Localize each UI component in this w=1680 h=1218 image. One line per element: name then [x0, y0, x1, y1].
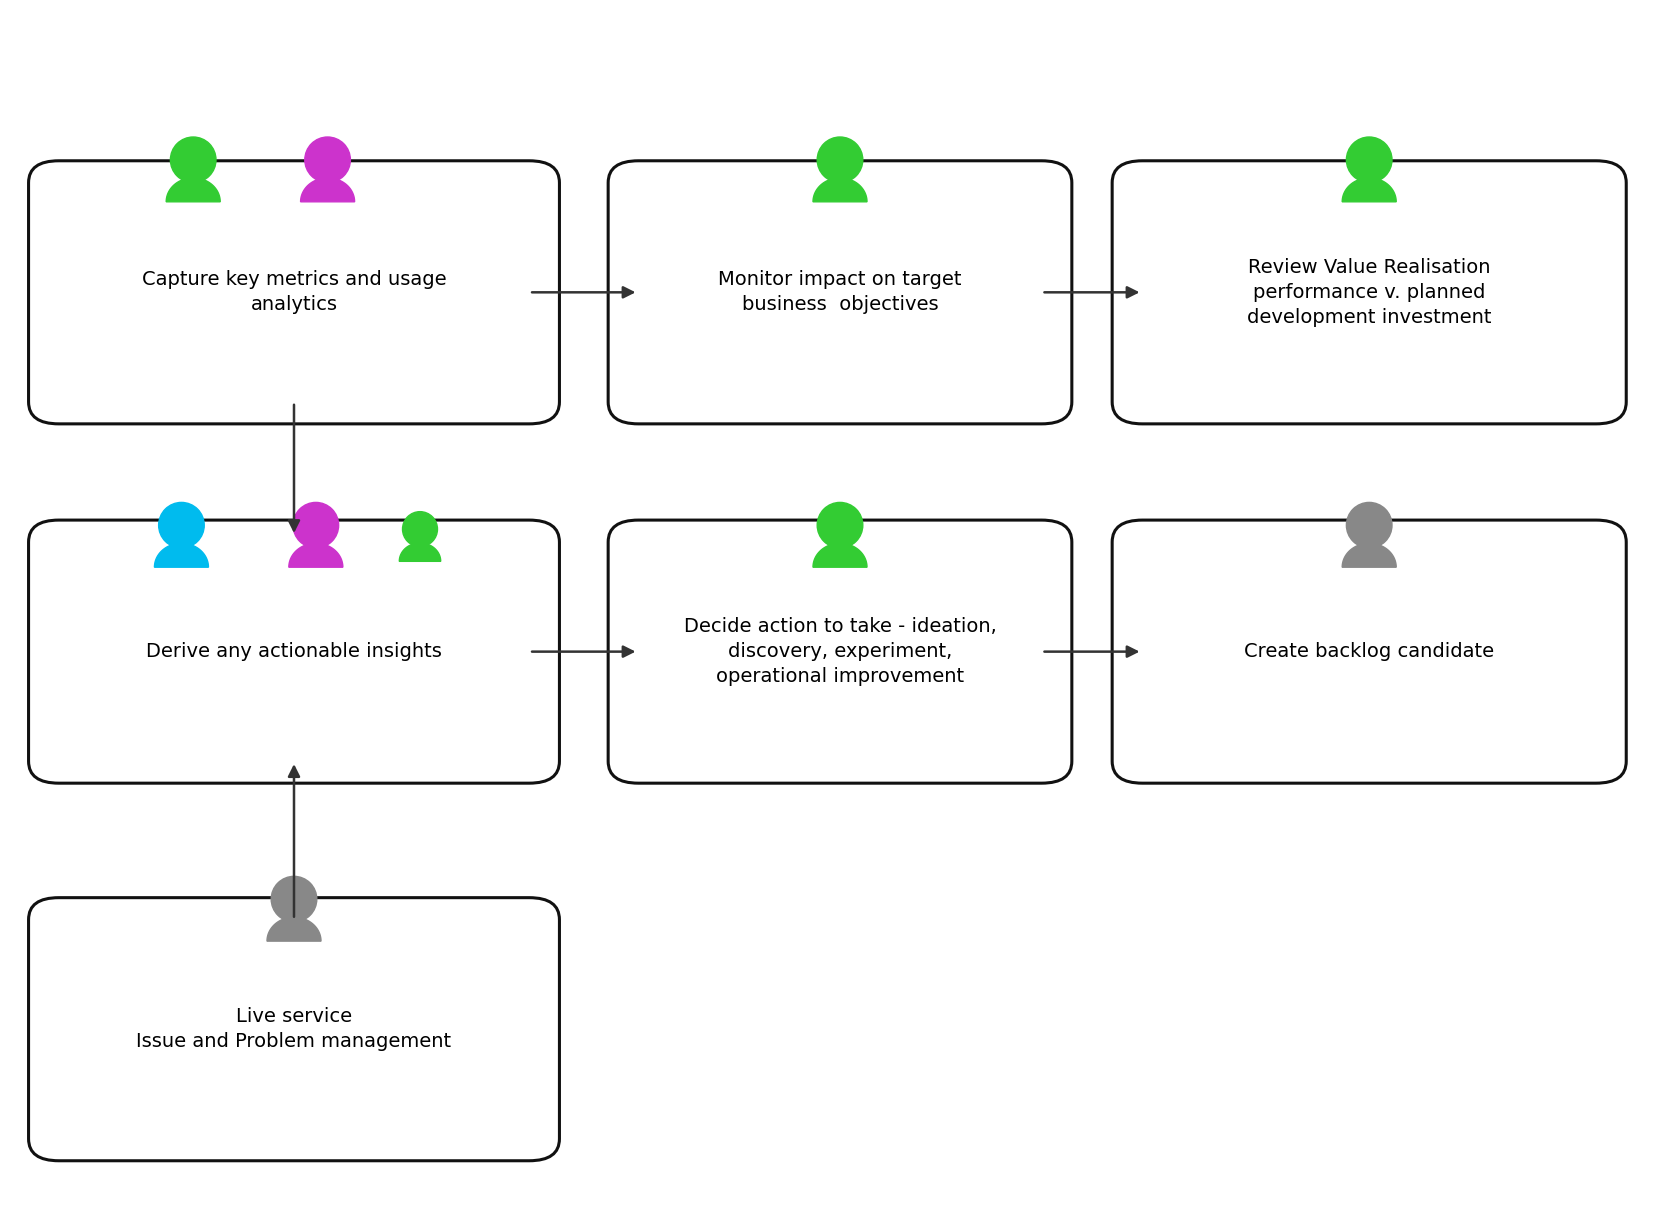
- FancyBboxPatch shape: [29, 898, 559, 1161]
- FancyBboxPatch shape: [1112, 520, 1626, 783]
- Polygon shape: [1342, 543, 1396, 568]
- FancyBboxPatch shape: [1112, 161, 1626, 424]
- Text: Review Value Realisation
performance v. planned
development investment: Review Value Realisation performance v. …: [1247, 258, 1492, 326]
- Ellipse shape: [304, 136, 351, 183]
- Text: Derive any actionable insights: Derive any actionable insights: [146, 642, 442, 661]
- Text: Create backlog candidate: Create backlog candidate: [1245, 642, 1494, 661]
- Polygon shape: [400, 543, 440, 561]
- Ellipse shape: [1346, 502, 1393, 548]
- Ellipse shape: [816, 136, 864, 183]
- FancyBboxPatch shape: [608, 520, 1072, 783]
- Polygon shape: [301, 178, 354, 202]
- Polygon shape: [267, 917, 321, 942]
- Ellipse shape: [270, 876, 318, 922]
- Ellipse shape: [292, 502, 339, 548]
- Ellipse shape: [403, 512, 437, 547]
- Ellipse shape: [1346, 136, 1393, 183]
- Ellipse shape: [158, 502, 205, 548]
- Polygon shape: [289, 543, 343, 568]
- Polygon shape: [813, 178, 867, 202]
- Polygon shape: [1342, 178, 1396, 202]
- Polygon shape: [155, 543, 208, 568]
- Polygon shape: [166, 178, 220, 202]
- Ellipse shape: [170, 136, 217, 183]
- FancyBboxPatch shape: [608, 161, 1072, 424]
- FancyBboxPatch shape: [29, 161, 559, 424]
- Polygon shape: [813, 543, 867, 568]
- Text: Decide action to take - ideation,
discovery, experiment,
operational improvement: Decide action to take - ideation, discov…: [684, 618, 996, 686]
- Text: Capture key metrics and usage
analytics: Capture key metrics and usage analytics: [141, 270, 447, 314]
- Text: Monitor impact on target
business  objectives: Monitor impact on target business object…: [719, 270, 961, 314]
- Ellipse shape: [816, 502, 864, 548]
- Text: Live service
Issue and Problem management: Live service Issue and Problem managemen…: [136, 1007, 452, 1051]
- FancyBboxPatch shape: [29, 520, 559, 783]
